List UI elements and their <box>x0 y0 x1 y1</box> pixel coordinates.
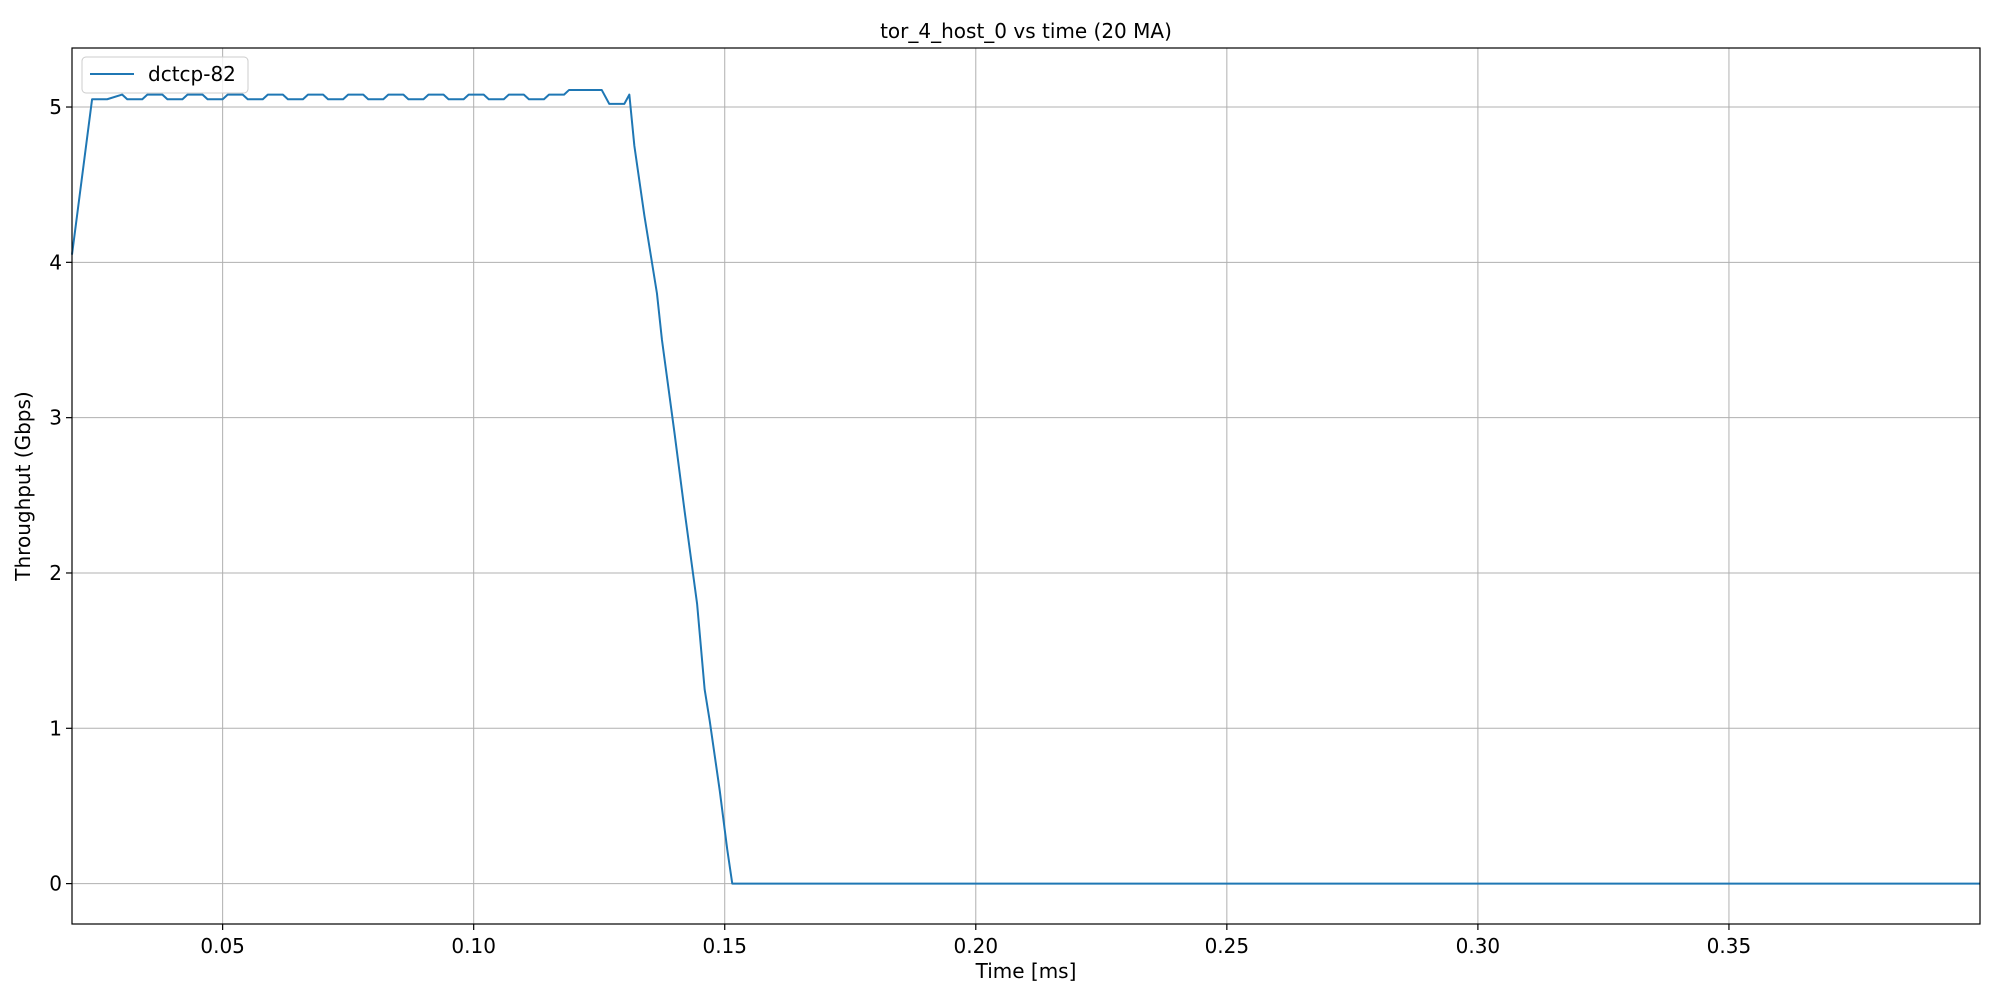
legend-box <box>81 56 249 94</box>
plot-area <box>72 48 1980 924</box>
x-tick-label: 0.35 <box>1707 934 1752 958</box>
series-layer <box>71 88 1980 885</box>
y-tick-label: 1 <box>49 716 62 740</box>
ticks: 0.05 0.10 0.15 0.20 0.25 0.30 0.35 0 1 2 3 4 5 <box>49 95 1751 958</box>
series-line-dctcp-82 <box>71 88 1980 885</box>
legend-entry-dctcp-82: dctcp-82 <box>148 62 236 86</box>
legend: dctcp-82 <box>81 56 249 94</box>
plot-frame <box>71 47 1981 925</box>
x-axis-label: Time [ms] <box>975 959 1077 983</box>
y-tick-label: 0 <box>49 872 62 896</box>
y-axis-label: Throughput (Gbps) <box>11 391 35 581</box>
y-tick-label: 4 <box>49 250 62 274</box>
x-tick-label: 0.10 <box>451 934 496 958</box>
y-tick-label: 5 <box>49 95 62 119</box>
y-tick-label: 2 <box>49 561 62 585</box>
x-tick-label: 0.05 <box>200 934 245 958</box>
y-tick-label: 3 <box>49 406 62 430</box>
x-tick-label: 0.15 <box>702 934 747 958</box>
x-tick-label: 0.30 <box>1456 934 1501 958</box>
chart-title: tor_4_host_0 vs time (20 MA) <box>880 19 1172 43</box>
x-tick-label: 0.20 <box>954 934 999 958</box>
grid <box>72 48 1980 924</box>
x-tick-label: 0.25 <box>1205 934 1250 958</box>
